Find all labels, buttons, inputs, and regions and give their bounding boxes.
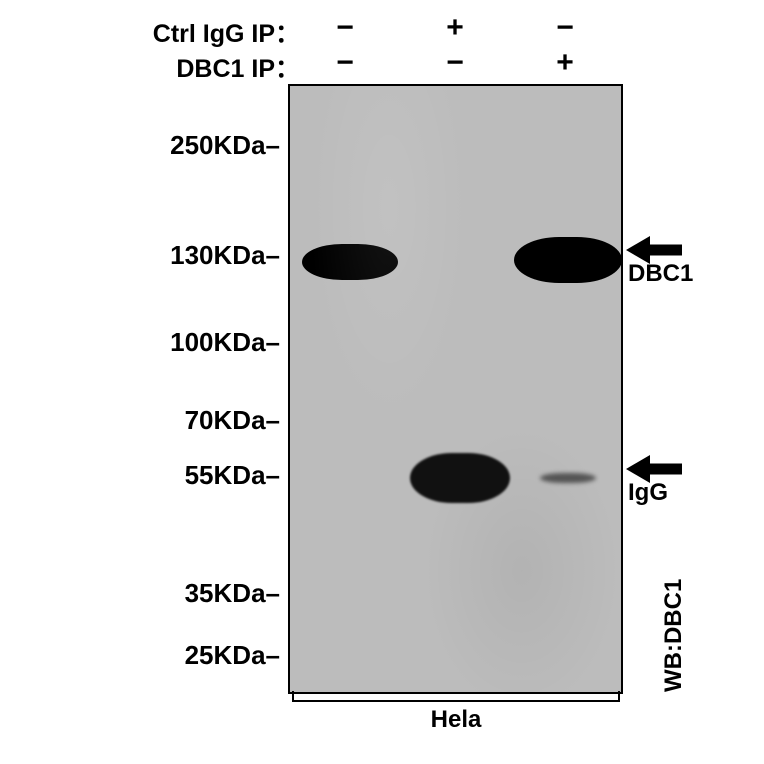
blot-membrane bbox=[288, 84, 623, 694]
sample-label: Hela bbox=[292, 706, 620, 734]
wb-label: WB:DBC1 bbox=[660, 579, 688, 692]
figure-canvas: Ctrl IgG IP：−+−DBC1 IP：−−+ 250KDa–130KDa… bbox=[0, 0, 764, 764]
mw-marker: 55KDa– bbox=[0, 460, 280, 491]
blot-band bbox=[540, 473, 596, 483]
dbc1-ip-label: DBC1 IP： bbox=[176, 49, 300, 85]
blot-band bbox=[514, 237, 622, 283]
mw-marker: 130KDa– bbox=[0, 240, 280, 271]
ip-condition-symbol: − bbox=[330, 46, 360, 80]
ip-condition-symbol: − bbox=[330, 11, 360, 45]
band-label: IgG bbox=[628, 479, 668, 507]
mw-marker: 100KDa– bbox=[0, 327, 280, 358]
blot-band bbox=[302, 244, 398, 280]
band-label: DBC1 bbox=[628, 260, 693, 288]
ip-condition-symbol: + bbox=[440, 11, 470, 45]
mw-marker: 250KDa– bbox=[0, 130, 280, 161]
ctrl-igg-ip-label: Ctrl IgG IP： bbox=[153, 14, 300, 50]
mw-marker: 25KDa– bbox=[0, 640, 280, 671]
blot-band bbox=[410, 453, 510, 503]
ip-condition-symbol: − bbox=[550, 11, 580, 45]
sample-bracket-tick bbox=[618, 691, 620, 700]
sample-bracket-tick bbox=[292, 691, 294, 700]
ip-condition-symbol: + bbox=[550, 46, 580, 80]
sample-bracket-line bbox=[292, 700, 620, 702]
ip-condition-symbol: − bbox=[440, 46, 470, 80]
mw-marker: 35KDa– bbox=[0, 578, 280, 609]
mw-marker: 70KDa– bbox=[0, 405, 280, 436]
